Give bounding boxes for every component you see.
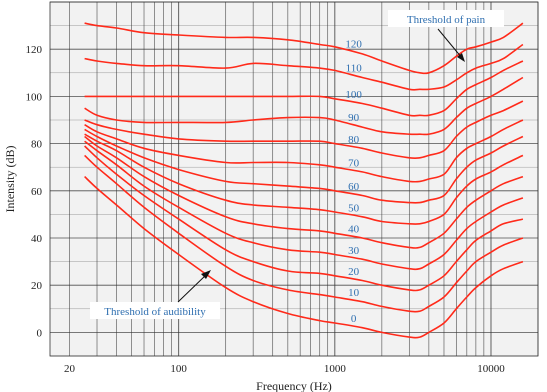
y-axis-label: Intensity (dB) — [3, 146, 17, 213]
loudness-curve-60 — [84, 128, 524, 204]
loudness-curve-100 — [84, 60, 524, 117]
curve-label-60: 60 — [348, 181, 360, 193]
y-tick-label: 0 — [37, 327, 43, 339]
loudness-curve-10 — [84, 154, 524, 313]
x-tick-label: 100 — [170, 363, 187, 375]
curve-label-110: 110 — [346, 62, 363, 74]
y-tick-label: 80 — [31, 139, 43, 151]
curve-label-70: 70 — [348, 157, 360, 169]
loudness-curves — [84, 22, 524, 339]
loudness-curve-120 — [84, 22, 524, 75]
audibility-arrow-line — [177, 273, 208, 303]
loudness-curve-40 — [84, 135, 524, 249]
pain-label-box — [388, 10, 504, 27]
curve-label-40: 40 — [348, 224, 360, 236]
loudness-curve-20 — [84, 145, 524, 292]
y-tick-label: 60 — [31, 186, 43, 198]
x-axis-label: Frequency (Hz) — [256, 379, 332, 392]
curve-label-120: 120 — [345, 39, 362, 51]
y-tick-label: 40 — [31, 233, 43, 245]
loudness-curve-80 — [84, 100, 524, 160]
plot-frame — [49, 1, 539, 357]
x-tick-label: 20 — [64, 363, 76, 375]
curve-label-80: 80 — [348, 134, 360, 146]
curve-label-30: 30 — [348, 245, 360, 257]
y-tick-label: 100 — [26, 91, 43, 103]
loudness-curve-110 — [84, 43, 524, 91]
x-tick-label: 1000 — [324, 363, 347, 375]
threshold-of-audibility-label: Threshold of audibility — [104, 306, 206, 318]
curve-label-50: 50 — [348, 202, 360, 214]
y-tick-label: 20 — [31, 280, 43, 292]
loudness-curve-0 — [84, 176, 524, 339]
loudness-curve-50 — [84, 133, 524, 225]
curve-label-10: 10 — [348, 287, 360, 299]
curve-label-20: 20 — [348, 266, 360, 278]
pain-arrow-line — [437, 28, 463, 59]
audibility-arrow-head — [201, 270, 211, 279]
audibility-label-box — [90, 302, 220, 319]
annotations: Threshold of pain Threshold of audibility — [90, 10, 504, 319]
curve-label-90: 90 — [348, 112, 360, 124]
pain-arrow-head — [457, 53, 465, 62]
curve-label-0: 0 — [351, 313, 357, 325]
loudness-curve-30 — [84, 140, 524, 271]
loudness-curve-70 — [84, 119, 524, 183]
loudness-curve-90 — [84, 76, 524, 136]
x-tick-label: 10000 — [477, 363, 505, 375]
curve-label-100: 100 — [345, 89, 362, 101]
threshold-of-pain-label: Threshold of pain — [407, 14, 486, 26]
y-tick-label: 120 — [26, 44, 43, 56]
